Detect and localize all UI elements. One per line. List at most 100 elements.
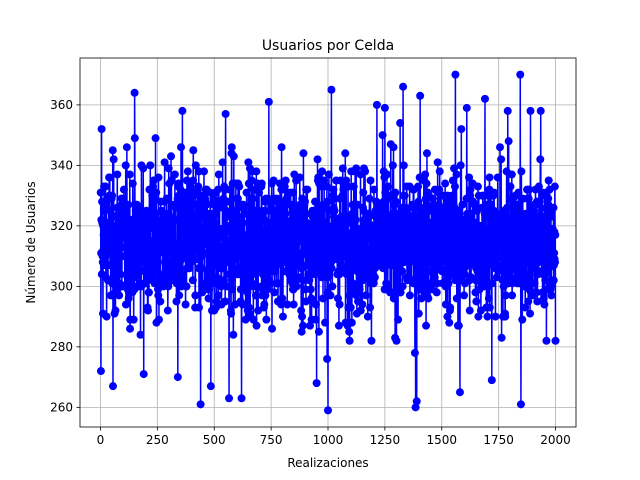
data-point <box>481 267 490 276</box>
data-point <box>452 170 461 179</box>
data-point <box>475 249 484 258</box>
data-point <box>248 194 257 203</box>
data-point <box>519 233 528 242</box>
data-point <box>450 270 459 279</box>
data-point <box>328 282 337 291</box>
x-tick-label: 0 <box>97 433 105 447</box>
data-point <box>108 146 117 155</box>
data-point <box>173 373 182 382</box>
data-point <box>229 330 238 339</box>
data-point <box>535 197 544 206</box>
data-point <box>363 312 372 321</box>
data-point <box>507 170 516 179</box>
y-axis-label: Número de Usuarios <box>24 181 38 303</box>
data-point <box>119 194 128 203</box>
data-point <box>181 300 190 309</box>
data-point <box>351 215 360 224</box>
data-point <box>399 82 408 91</box>
data-point <box>182 282 191 291</box>
data-point <box>289 188 298 197</box>
data-point <box>211 236 220 245</box>
chart-title: Usuarios por Celda <box>262 38 394 54</box>
data-point <box>435 185 444 194</box>
data-point <box>127 215 136 224</box>
data-point <box>241 233 250 242</box>
data-point <box>241 279 250 288</box>
data-point <box>516 400 525 409</box>
data-point <box>493 173 502 182</box>
data-point <box>315 246 324 255</box>
data-point <box>444 279 453 288</box>
x-tick-label: 500 <box>203 433 226 447</box>
data-point <box>430 267 439 276</box>
data-point <box>226 185 235 194</box>
data-point <box>167 152 176 161</box>
data-point <box>457 125 466 134</box>
data-point <box>130 134 139 143</box>
data-point <box>181 249 190 258</box>
data-point <box>485 173 494 182</box>
data-point <box>362 291 370 300</box>
data-point <box>389 143 398 152</box>
data-point <box>438 258 447 267</box>
data-point <box>542 336 551 345</box>
data-point <box>186 182 195 191</box>
data-point <box>536 106 545 115</box>
data-point <box>297 327 306 336</box>
data-point <box>346 303 355 312</box>
data-point <box>435 167 444 176</box>
data-point <box>150 194 159 203</box>
data-point <box>330 194 339 203</box>
data-point <box>260 215 269 224</box>
data-point <box>128 179 137 188</box>
data-point <box>124 200 133 209</box>
data-point <box>335 300 344 309</box>
data-point <box>456 161 465 170</box>
data-point <box>194 303 203 312</box>
data-point <box>540 221 549 230</box>
data-point <box>165 224 174 233</box>
data-point <box>450 182 459 191</box>
data-point <box>188 276 197 285</box>
data-point <box>466 185 475 194</box>
data-point <box>366 176 375 185</box>
data-point <box>338 191 347 200</box>
data-point <box>398 267 407 276</box>
data-point <box>413 236 422 245</box>
data-point <box>391 255 400 264</box>
data-point <box>260 206 269 215</box>
data-point <box>119 185 128 194</box>
data-point <box>311 197 320 206</box>
data-point <box>220 276 229 285</box>
data-point <box>182 188 191 197</box>
data-point <box>470 230 479 239</box>
data-point <box>271 206 280 215</box>
data-point <box>551 230 560 239</box>
data-point <box>306 285 315 294</box>
data-point <box>479 273 488 282</box>
x-axis-label: Realizaciones <box>287 456 368 470</box>
data-point <box>129 315 138 324</box>
data-point <box>233 194 242 203</box>
data-point <box>209 194 218 203</box>
data-point <box>278 312 287 321</box>
data-point <box>503 203 512 212</box>
data-point <box>526 233 535 242</box>
data-point <box>447 209 456 218</box>
data-point <box>179 209 188 218</box>
data-point <box>505 215 514 224</box>
data-point <box>139 370 148 379</box>
data-point <box>372 100 381 109</box>
data-point <box>146 161 155 170</box>
data-point <box>345 336 354 345</box>
data-point <box>156 297 165 306</box>
data-point <box>194 218 203 227</box>
data-point <box>460 270 469 279</box>
data-point <box>525 185 534 194</box>
data-point <box>266 279 275 288</box>
data-point <box>148 267 157 276</box>
data-point <box>96 188 105 197</box>
data-point <box>422 321 431 330</box>
data-point <box>124 294 133 303</box>
data-point <box>349 182 358 191</box>
